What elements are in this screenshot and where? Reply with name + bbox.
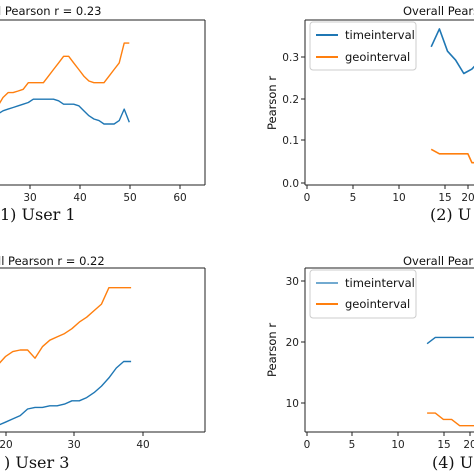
panel-4-xtick-label: 0: [304, 439, 311, 451]
panel-2-ytick-label: 0.1: [282, 135, 299, 147]
panel-3-xtick-label: 30: [67, 439, 80, 451]
panel-4-title: Overall Pear: [403, 254, 473, 268]
panel-4-caption: (4) U: [432, 453, 473, 472]
panel-4-ytick-label: 20: [286, 337, 299, 349]
panel-2-caption: (2) U: [430, 205, 471, 224]
panel-2-xtick-label: 5: [350, 192, 357, 204]
panel-4-ytick-label: 30: [286, 276, 299, 288]
panel-2-series-geointerval: [430, 148, 474, 164]
panel-2-xtick-label: 0: [304, 192, 311, 204]
panel-4-xtick-label: 20: [463, 439, 474, 451]
panel-1-caption: 1) User 1: [0, 205, 76, 224]
panel-1-xtick-label: 30: [23, 192, 36, 204]
panel-4-legend-box: [309, 269, 417, 319]
panel-3-caption: ) User 3: [4, 453, 69, 472]
panel-1-xtick-label: 40: [73, 192, 86, 204]
panel-2-series-timeinterval: [430, 28, 474, 75]
panel-3-xtick-label: 20: [0, 439, 13, 451]
panel-4-legend-geointerval: geointerval: [345, 297, 410, 311]
panel-1-series: [0, 42, 130, 125]
panel-3-series-timeinterval: [0, 360, 132, 426]
panel-2-ytick-label: 0.2: [282, 94, 299, 106]
panel-4-xtick-label: 15: [437, 439, 450, 451]
panel-1-xtick-label: 60: [173, 192, 186, 204]
panel-3-title: ll Pearson r = 0.22: [0, 254, 105, 268]
panel-1-title: l Pearson r = 0.23: [0, 4, 101, 18]
panel-2-xtick-label: 15: [438, 192, 451, 204]
panel-4-series-geointerval: [427, 412, 474, 427]
panel-4-xtick-label: 10: [391, 439, 404, 451]
panel-2-title: Overall Pears: [403, 4, 474, 18]
panel-3-xtick-label: 40: [136, 439, 149, 451]
panel-4-ylabel: Pearson r: [265, 323, 279, 377]
panel-4-xtick-label: 5: [349, 439, 356, 451]
panel-4-legend-timeinterval: timeinterval: [345, 276, 415, 290]
panel-user-2: Overall Pears Pearson r timeinterval geo…: [265, 4, 474, 224]
panel-user-1: l Pearson r = 0.23 30 40 50 60 1) User 1: [0, 4, 206, 224]
panel-2-xtick-label: 20: [461, 192, 474, 204]
panel-user-3: ll Pearson r = 0.22 20 30 40 ) User 3: [0, 254, 206, 472]
panel-4-series-timeinterval: [426, 336, 474, 345]
panel-2-ylabel: Pearson r: [265, 76, 279, 130]
panel-2-ytick-label: 0.3: [282, 52, 299, 64]
panel-1-series-timeinterval: [0, 98, 130, 125]
panel-1-series-geointerval: [0, 42, 130, 104]
panel-2-ytick-label: 0.0: [282, 178, 299, 190]
panel-2-legend-geointerval: geointerval: [345, 50, 410, 64]
panel-2-xtick-label: 10: [392, 192, 405, 204]
panel-2-legend-timeinterval: timeinterval: [345, 28, 415, 42]
panel-3-series-geointerval: [0, 287, 132, 364]
panel-user-4: Overall Pear Pearson r timeinterval geoi…: [265, 254, 474, 472]
panel-4-ytick-label: 10: [286, 398, 299, 410]
panel-1-xtick-label: 50: [123, 192, 136, 204]
